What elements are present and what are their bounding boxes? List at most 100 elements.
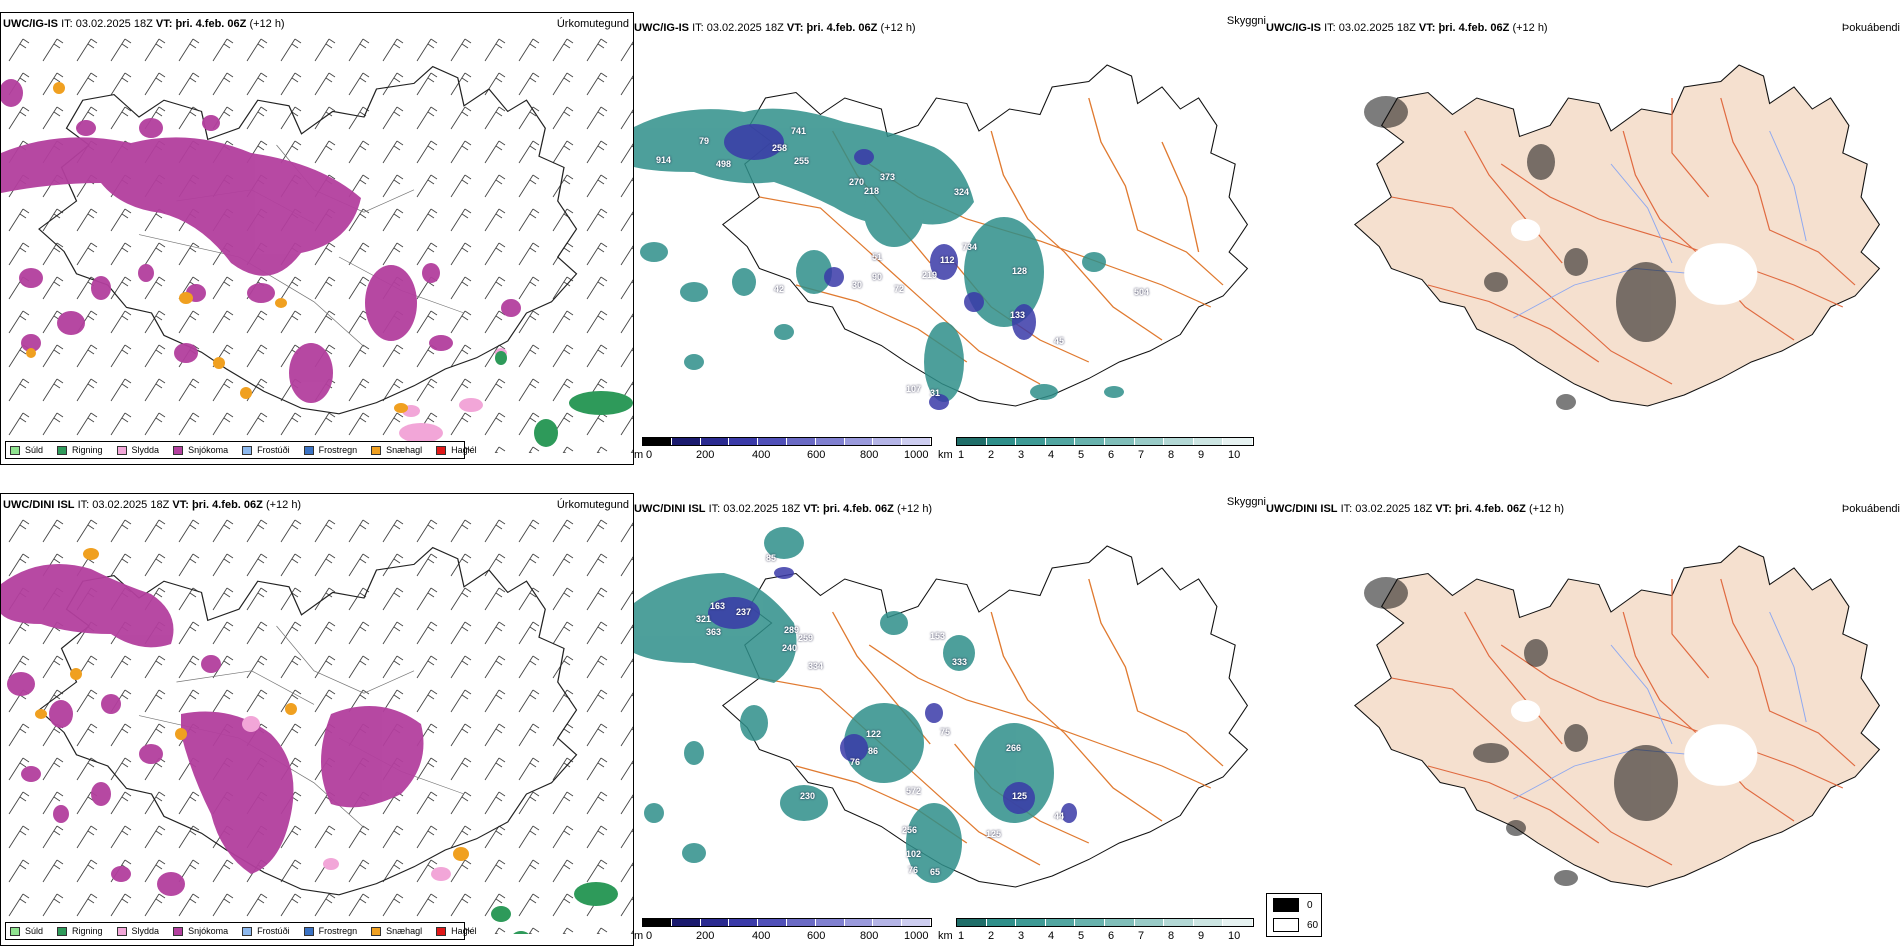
vis-label: 333 [952,657,968,667]
fog-legend: 0 60 [1266,893,1322,937]
panel-header: UWC/IG-IS IT: 03.02.2025 18Z VT: þri. 4.… [1266,22,1548,34]
vis-label: 30 [852,280,863,290]
vis-label: 259 [798,633,814,643]
vis-label: 133 [1010,310,1026,320]
legend-item: Frostregn [303,926,357,936]
legend-item: Haglél [436,926,477,936]
vis-label: 334 [808,661,824,671]
tick-label: 2 [988,930,995,942]
vis-label: 258 [772,143,788,153]
vis-label: 45 [1054,336,1065,346]
tick-label: 1 [958,930,965,942]
tick-label: 10 [1228,449,1241,461]
cloud-unit: km [938,449,953,461]
tick-label: 2 [988,449,995,461]
fog-legend-max: 60 [1307,919,1319,931]
visibility-panel-top: UWC/IG-IS IT: 03.02.2025 18Z VT: þri. 4.… [634,12,1266,465]
tick-label: 200 [696,930,715,942]
vis-label: 256 [902,825,918,835]
legend-item: Súld [10,926,43,936]
precip-panel-top: UWC/IG-IS IT: 03.02.2025 18Z VT: þri. 4.… [0,12,634,465]
cloud-unit: km [938,930,953,942]
visibility-map-bottom [634,527,1249,888]
legend-item: Slydda [116,926,159,936]
legend-item: Slydda [116,445,159,455]
vis-label: 42 [774,284,785,294]
vis-unit: m [634,930,644,942]
tick-label: 3 [1018,930,1025,942]
panel-header: UWC/IG-IS IT: 03.02.2025 18Z VT: þri. 4.… [634,22,916,34]
vis-label: 107 [906,384,922,394]
tick-label: 6 [1108,449,1115,461]
tick-label: 9 [1198,930,1205,942]
legend-item: Frostregn [303,445,357,455]
vis-unit: m [634,449,644,461]
vis-label: 240 [782,643,798,653]
vis-label: 270 [849,177,865,187]
vis-label: 734 [962,242,978,252]
vis-label: 363 [706,627,722,637]
legend-item: Snjókoma [173,926,228,936]
vis-label: 90 [872,272,883,282]
vis-label: 324 [954,187,970,197]
legend-item: Rigning [57,445,103,455]
vis-label: 31 [930,388,941,398]
vis-label: 125 [1012,791,1028,801]
vis-label: 76 [908,865,919,875]
cloudbase-colorbar: km 1 2 3 4 5 6 7 8 9 10 [938,437,1264,465]
tick-label: 800 [860,930,879,942]
panel-header: UWC/IG-IS IT: 03.02.2025 18Z VT: þri. 4.… [3,18,285,30]
vis-label: 572 [906,786,922,796]
vis-label: 163 [710,601,726,611]
vis-label: 498 [716,159,732,169]
vis-label: 153 [930,631,946,641]
vis-label: 72 [894,284,905,294]
legend-item: Snæhagl [371,445,422,455]
vis-label: 75 [940,727,951,737]
panel-header: UWC/DINI ISL IT: 03.02.2025 18Z VT: þri.… [1266,503,1565,515]
tick-label: 10 [1228,930,1241,942]
panel-header: UWC/DINI ISL IT: 03.02.2025 18Z VT: þri.… [634,503,933,515]
vis-label: 102 [906,849,922,859]
vis-label: 76 [850,757,861,767]
vis-label: 373 [880,172,896,182]
legend-item: Rigning [57,926,103,936]
tick-label: 200 [696,449,715,461]
visibility-panel-bottom: UWC/DINI ISL IT: 03.02.2025 18Z VT: þri.… [634,493,1266,946]
fog-panel-top: UWC/IG-IS IT: 03.02.2025 18Z VT: þri. 4.… [1266,12,1900,465]
vis-label: 218 [864,186,880,196]
precip-legend: Súld Rigning Slydda Snjókoma Frostúði Fr… [5,441,477,459]
tick-label: 7 [1138,930,1145,942]
vis-label: 914 [656,155,672,165]
tick-label: 400 [752,930,771,942]
tick-label: 0 [646,930,653,942]
tick-label: 4 [1048,930,1055,942]
vis-label: 266 [1006,743,1022,753]
fog-map-top [1354,64,1881,410]
vis-label: 65 [930,867,941,877]
legend-item: Snæhagl [371,926,422,936]
panel-title: Úrkomutegund [556,18,629,30]
panel-title: Úrkomutegund [556,499,629,511]
legend-item: Súld [10,445,43,455]
tick-label: 1000 [904,449,929,461]
vis-label: 85 [766,553,777,563]
vis-label: 289 [784,625,800,635]
tick-label: 3 [1018,449,1025,461]
tick-label: 800 [860,449,879,461]
vis-label: 125 [986,829,1002,839]
tick-label: 0 [646,449,653,461]
tick-label: 7 [1138,449,1145,461]
precip-map-bottom [1,514,633,934]
vis-label: 741 [791,126,807,136]
vis-label: 128 [1012,266,1028,276]
vis-label: 255 [794,156,810,166]
legend-item: Frostúði [242,445,290,455]
vis-label: 230 [800,791,816,801]
precip-legend: Súld Rigning Slydda Snjókoma Frostúði Fr… [5,922,477,940]
tick-label: 8 [1168,930,1175,942]
vis-label: 51 [872,252,883,262]
tick-label: 400 [752,449,771,461]
vis-label: 219 [922,270,938,280]
visibility-colorbar: m 0 200 400 600 800 1000 [634,437,934,465]
